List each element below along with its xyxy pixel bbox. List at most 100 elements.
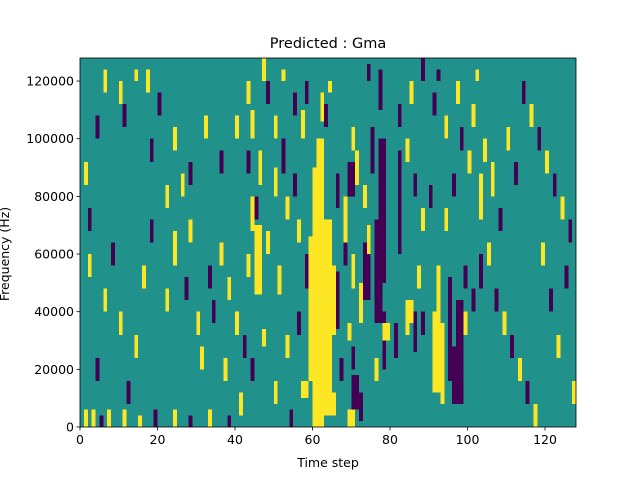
heatmap-cell [393,323,398,358]
heatmap-cell [413,311,418,353]
heatmap-cell [421,58,425,82]
heatmap-cell [316,138,325,168]
heatmap-cell [413,173,418,197]
heatmap-cell [118,81,123,105]
heatmap-cell [188,161,193,185]
heatmap-cell [246,150,251,174]
heatmap-cell [444,207,449,231]
heatmap-cell [494,288,499,312]
heatmap-cell [378,138,387,283]
x-tick-label: 120 [533,432,557,447]
heatmap-cell [95,115,100,139]
heatmap-cell [506,127,511,151]
heatmap-cell [207,409,212,427]
heatmap-cell [331,392,336,416]
heatmap-cell [335,173,340,208]
heatmap-cell [366,63,371,82]
heatmap-cell [138,415,143,427]
heatmap-cell [417,265,422,289]
heatmap-cell [281,138,286,174]
plot-frame [79,57,577,428]
heatmap-cell [514,161,518,185]
x-tick-label: 0 [76,432,84,447]
y-axis: 0 20000 40000 60000 80000 100000 120000 [26,74,80,435]
heatmap-cell [184,277,189,301]
heatmap-cell [343,225,348,266]
heatmap-cell [173,409,177,427]
heatmap-cell [304,254,309,289]
heatmap-cell [103,69,108,93]
heatmap-cell [262,328,267,347]
heatmap-cell [293,173,298,197]
heatmap-cell [483,138,487,162]
heatmap-cell [273,167,278,197]
heatmap-cell [448,277,453,381]
heatmap-cell [378,69,383,110]
heatmap-cell [95,357,100,381]
heatmap-cell [297,311,301,335]
heatmap-cell [541,242,546,266]
heatmap-cell [347,409,356,427]
heatmap-cell [304,81,309,105]
heatmap-cell [548,288,553,312]
heatmap-cell [118,311,123,335]
heatmap-cell [246,81,251,105]
heatmap-cell [285,334,290,358]
heatmap-cell [335,271,340,329]
heatmap-cell [347,323,352,341]
heatmap-cell [328,265,336,335]
heatmap-cell [328,81,332,93]
heatmap-cell [273,115,278,139]
heatmap-cell [266,230,270,255]
y-tick-label: 100000 [26,131,74,146]
heatmap-cell [498,207,503,231]
heatmap-cell [122,409,127,427]
heatmap-cell [428,184,433,208]
heatmap-cell [153,409,158,427]
heatmap-cell [165,288,170,312]
heatmap-cell [87,254,92,278]
heatmap-cell [463,265,468,289]
chart-title: Predicted : Gma [270,36,386,52]
heatmap-cell [475,69,480,82]
heatmap-cell [459,127,464,151]
heatmap-cell [312,167,325,428]
y-tick-label: 60000 [34,247,74,262]
heatmap-cell [502,311,507,335]
heatmap-cell [440,323,445,404]
heatmap-cell [397,104,402,128]
heatmap-cell [351,375,359,410]
heatmap-cell [521,81,526,105]
heatmap-cell [405,138,410,162]
heatmap-cell [149,219,154,243]
heatmap-cell [467,150,472,174]
heatmap-cell [397,150,402,255]
heatmap-cell [366,225,371,255]
heatmap-cell [83,161,88,185]
heatmap-cell [188,219,193,243]
heatmap-cell [432,92,437,116]
heatmap-cell [289,409,294,427]
heatmap-cell [250,196,255,231]
heatmap-cell [122,104,127,128]
heatmap-cell [300,109,305,139]
heatmap-cell [351,254,356,289]
heatmap-cell [405,300,414,324]
heatmap-cell [382,311,387,370]
heatmap-cell [227,277,232,301]
heatmap-cell [91,409,96,427]
heatmap-cell [200,346,205,370]
heatmap-cell [463,311,468,335]
heatmap-cell [207,265,212,289]
heatmap-cell [421,207,425,231]
heatmap-cell [111,242,115,266]
heatmap-cell [87,207,92,231]
x-axis-label: Time step [296,455,359,470]
heatmap-cell [533,403,538,427]
y-tick-label: 40000 [34,304,74,319]
heatmap-cell [324,104,329,128]
heatmap-cell [552,173,557,197]
heatmap-cell [250,357,255,381]
heatmap-cell [374,219,383,324]
